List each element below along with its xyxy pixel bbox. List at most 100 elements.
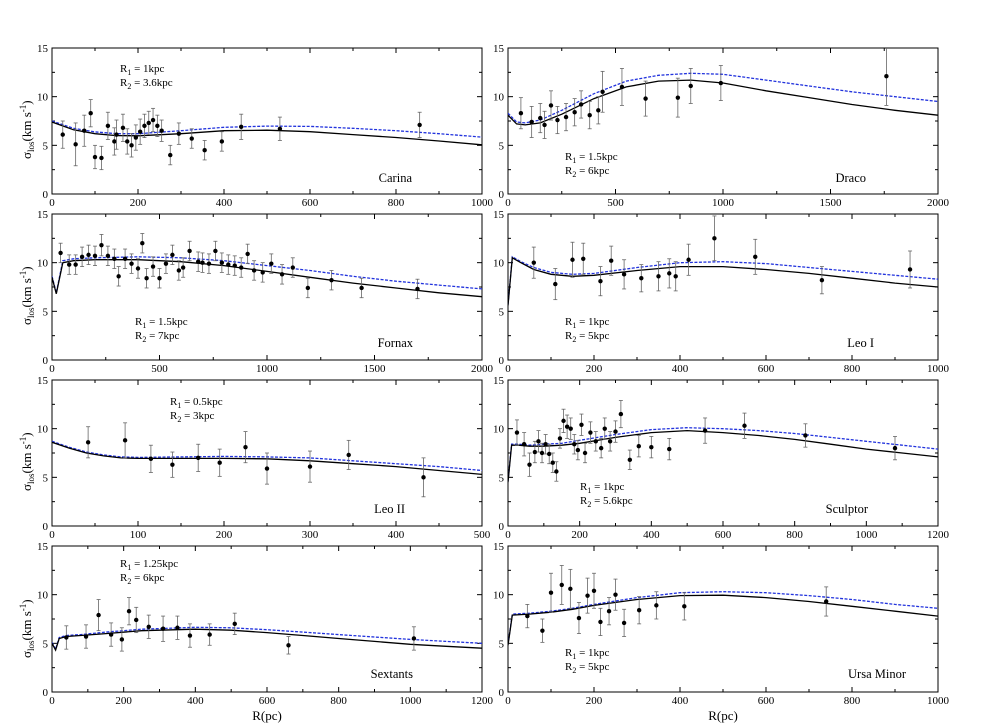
data-point bbox=[116, 274, 121, 279]
y-tick-label: 15 bbox=[37, 541, 49, 553]
data-point bbox=[742, 423, 747, 428]
data-point bbox=[133, 135, 139, 140]
data-point bbox=[803, 433, 808, 438]
data-point bbox=[226, 262, 231, 267]
data-point bbox=[570, 257, 575, 262]
x-tick-label: 0 bbox=[49, 695, 55, 707]
data-point bbox=[421, 475, 426, 480]
data-point bbox=[572, 442, 577, 447]
x-tick-label: 100 bbox=[130, 529, 147, 541]
data-point bbox=[79, 254, 85, 260]
data-point bbox=[129, 143, 134, 148]
data-point bbox=[536, 439, 541, 444]
model-curve-blue bbox=[52, 440, 482, 472]
data-point bbox=[122, 438, 128, 443]
data-point bbox=[619, 84, 625, 90]
data-point bbox=[568, 426, 573, 431]
x-tick-label: 2000 bbox=[927, 197, 950, 209]
x-tick-label: 0 bbox=[49, 529, 55, 541]
data-point bbox=[548, 103, 554, 108]
data-point bbox=[96, 612, 101, 618]
data-point bbox=[636, 443, 641, 449]
panel-annotation: R1 = 1.25kpc bbox=[120, 558, 178, 572]
x-tick-label: 600 bbox=[302, 197, 319, 209]
data-point bbox=[531, 260, 536, 265]
y-tick-label: 10 bbox=[493, 590, 505, 602]
y-tick-label: 0 bbox=[43, 521, 49, 533]
data-point bbox=[86, 252, 91, 258]
panel-frame bbox=[51, 545, 483, 693]
data-point bbox=[176, 268, 182, 273]
data-point bbox=[576, 615, 582, 621]
data-point bbox=[621, 620, 627, 626]
data-point bbox=[600, 89, 605, 95]
data-point bbox=[189, 136, 194, 141]
data-point bbox=[568, 586, 573, 592]
panel-annotation: R2 = 6kpc bbox=[565, 165, 610, 179]
data-point bbox=[187, 248, 192, 254]
data-point bbox=[639, 276, 644, 281]
panel-annotation: R2 = 5kpc bbox=[565, 330, 610, 344]
y-tick-label: 5 bbox=[43, 638, 49, 650]
data-point bbox=[168, 152, 173, 158]
panel-name: Draco bbox=[835, 171, 866, 185]
plot-area bbox=[508, 215, 938, 306]
data-point bbox=[99, 242, 104, 248]
x-tick-label: 1000 bbox=[927, 695, 950, 707]
data-point bbox=[598, 619, 603, 625]
data-point bbox=[593, 439, 598, 444]
plot-area bbox=[52, 422, 482, 498]
panel-annotation: R2 = 6kpc bbox=[120, 572, 165, 586]
data-point bbox=[232, 621, 237, 627]
panel-annotation: R2 = 5.6kpc bbox=[580, 495, 633, 509]
y-tick-label: 15 bbox=[493, 541, 505, 553]
data-point bbox=[207, 632, 212, 637]
y-axis-label: σlos(km s-1) bbox=[18, 100, 36, 159]
data-point bbox=[114, 132, 119, 137]
data-point bbox=[557, 436, 563, 441]
data-point bbox=[411, 636, 417, 641]
data-point bbox=[550, 460, 555, 465]
data-point bbox=[239, 265, 244, 270]
x-tick-label: 1000 bbox=[855, 529, 878, 541]
x-tick-label: 1200 bbox=[471, 695, 494, 707]
data-point bbox=[618, 411, 624, 417]
x-tick-label: 200 bbox=[571, 529, 588, 541]
y-tick-label: 0 bbox=[499, 521, 505, 533]
x-tick-label: 1000 bbox=[399, 695, 422, 707]
x-axis-label-right: R(pc) bbox=[708, 708, 738, 723]
y-axis-label: σlos(km s-1) bbox=[18, 432, 36, 491]
panel-name: Sculptor bbox=[826, 502, 869, 516]
data-point bbox=[602, 426, 607, 431]
model-curve-blue bbox=[508, 427, 938, 482]
data-point bbox=[122, 256, 128, 261]
data-point bbox=[529, 119, 534, 125]
data-point bbox=[146, 624, 151, 629]
panel-name: Leo II bbox=[374, 502, 405, 516]
data-point bbox=[682, 604, 687, 609]
x-tick-label: 0 bbox=[49, 197, 55, 209]
x-tick-label: 200 bbox=[130, 197, 147, 209]
data-point bbox=[67, 262, 72, 267]
data-point bbox=[521, 442, 527, 447]
data-point bbox=[251, 268, 257, 273]
y-tick-label: 5 bbox=[43, 140, 49, 152]
y-tick-label: 10 bbox=[493, 92, 505, 104]
panel-annotation: R1 = 1kpc bbox=[580, 481, 625, 495]
plot-area bbox=[508, 400, 938, 483]
data-point bbox=[543, 442, 548, 447]
data-point bbox=[200, 260, 205, 265]
data-point bbox=[73, 262, 78, 267]
data-point bbox=[712, 236, 717, 241]
y-tick-label: 5 bbox=[499, 472, 505, 484]
data-point bbox=[555, 117, 560, 123]
model-curve-blue bbox=[52, 120, 482, 138]
data-point bbox=[525, 613, 530, 619]
data-point bbox=[564, 424, 570, 429]
data-point bbox=[548, 590, 554, 595]
y-tick-label: 10 bbox=[37, 92, 49, 104]
y-tick-label: 0 bbox=[43, 687, 49, 699]
data-point bbox=[140, 241, 145, 246]
